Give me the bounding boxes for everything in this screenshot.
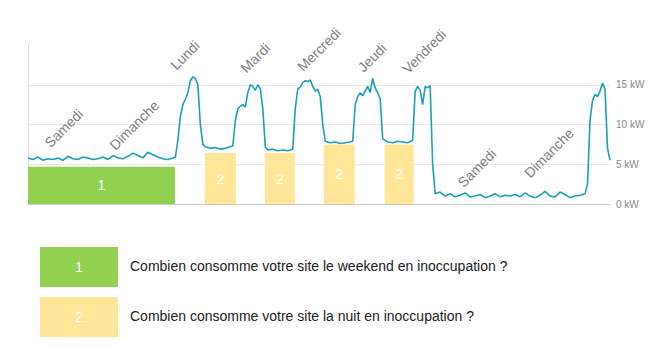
html-text:Combien consomme votre site la: Combien consomme votre site la nuit en i… (130, 308, 474, 324)
svg-text:Dimanche: Dimanche (106, 97, 162, 153)
svg-text:2: 2 (395, 166, 403, 182)
svg-text:1: 1 (98, 177, 106, 193)
svg-text:0 kW: 0 kW (616, 199, 639, 210)
svg-text:2: 2 (216, 171, 224, 187)
svg-text:Jeudi: Jeudi (355, 40, 390, 75)
svg-text:Mercredi: Mercredi (294, 25, 344, 75)
svg-text:Mardi: Mardi (237, 40, 273, 76)
html-text:Combien consomme votre site le: Combien consomme votre site le weekend e… (130, 258, 508, 274)
svg-text:15 kW: 15 kW (616, 79, 645, 90)
svg-text:10 kW: 10 kW (616, 119, 645, 130)
svg-text:2: 2 (276, 171, 284, 187)
html-text:1: 1 (75, 259, 83, 275)
svg-text:2: 2 (335, 166, 343, 182)
svg-text:Samedi: Samedi (41, 106, 86, 151)
svg-text:Lundi: Lundi (167, 37, 203, 73)
svg-text:Samedi: Samedi (455, 146, 500, 191)
html-text:2: 2 (75, 309, 83, 325)
svg-text:Dimanche: Dimanche (521, 125, 577, 181)
svg-text:Vendredi: Vendredi (399, 26, 449, 76)
svg-text:5 kW: 5 kW (616, 159, 639, 170)
